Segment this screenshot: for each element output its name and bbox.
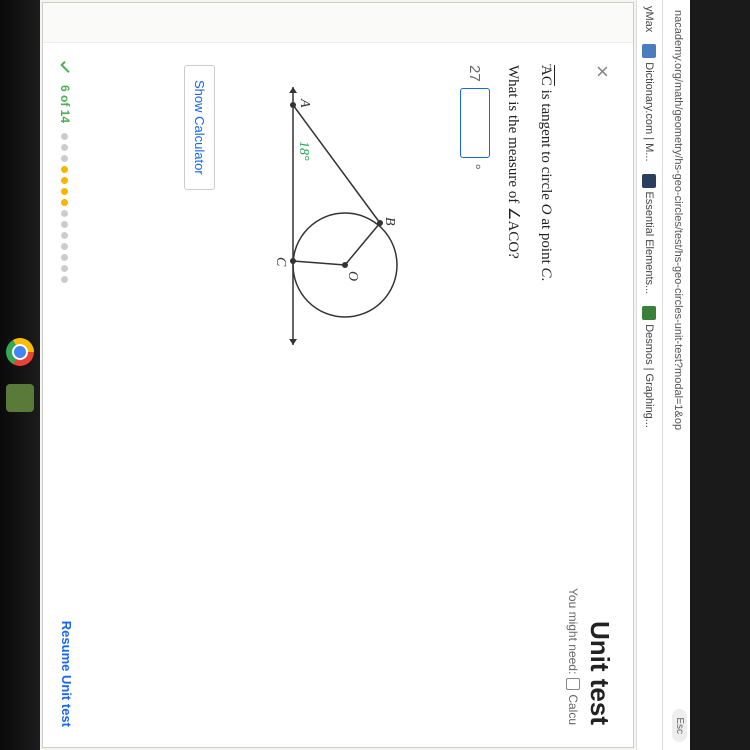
taskbar — [0, 0, 40, 750]
bookmark-essential[interactable]: Essential Elements... — [643, 174, 657, 295]
dot — [62, 188, 69, 195]
show-calculator-button[interactable]: Show Calculator — [184, 65, 215, 190]
you-might-need: You might need: Calcu — [566, 588, 580, 725]
bookmark-ymax[interactable]: yMax — [644, 6, 656, 32]
dot — [62, 254, 69, 261]
bookmark-dictionary[interactable]: Dictionary.com | M... — [643, 44, 657, 161]
url-bar[interactable]: nacademy.org/math/geometry/hs-geo-circle… — [662, 0, 690, 750]
degree-symbol: ° — [467, 164, 484, 170]
svg-text:C: C — [273, 257, 288, 267]
dot — [62, 210, 69, 217]
url-text: nacademy.org/math/geometry/hs-geo-circle… — [672, 10, 684, 430]
close-icon[interactable]: × — [589, 65, 615, 78]
bookmarks-bar: yMax Dictionary.com | M... Essential Ele… — [636, 0, 662, 750]
svg-text:B: B — [382, 217, 397, 226]
chrome-icon[interactable] — [6, 338, 34, 366]
calculator-icon — [566, 678, 580, 690]
essential-icon — [643, 174, 657, 188]
problem-block: ↔AC is tangent to circle O at point C. W… — [184, 65, 554, 525]
svg-text:18°: 18° — [296, 141, 311, 161]
question-text: What is the measure of ∠ACO? — [504, 65, 523, 525]
answer-input[interactable] — [460, 88, 490, 158]
dictionary-icon — [643, 44, 657, 58]
esc-hint: Esc — [672, 709, 687, 742]
answer-row: 27 ° — [460, 65, 490, 525]
dot — [62, 177, 69, 184]
dot — [62, 276, 69, 283]
answer-prefix: 27 — [467, 65, 484, 82]
left-gutter — [43, 3, 633, 43]
progress-indicator: 6 of 14 — [57, 59, 73, 283]
dot — [62, 133, 69, 140]
dot — [62, 221, 69, 228]
progress-dots — [62, 133, 69, 283]
dot — [62, 144, 69, 151]
dot — [62, 243, 69, 250]
resume-link[interactable]: Resume Unit test — [59, 621, 74, 727]
dot — [62, 166, 69, 173]
check-icon — [57, 59, 73, 75]
problem-statement: ↔AC is tangent to circle O at point C. — [537, 65, 554, 525]
files-icon[interactable] — [6, 384, 34, 412]
test-panel: × Unit test You might need: Calcu ↔AC is… — [43, 43, 633, 747]
geometry-diagram: A B C O 18° — [235, 65, 440, 525]
svg-text:O: O — [345, 271, 360, 281]
dot — [62, 199, 69, 206]
bookmark-desmos[interactable]: Desmos | Graphing... — [643, 306, 657, 428]
dot — [62, 155, 69, 162]
svg-text:A: A — [297, 98, 312, 108]
dot — [62, 232, 69, 239]
page-title: Unit test — [584, 588, 615, 725]
progress-text: 6 of 14 — [58, 85, 72, 123]
dot — [62, 265, 69, 272]
desmos-icon — [643, 306, 657, 320]
